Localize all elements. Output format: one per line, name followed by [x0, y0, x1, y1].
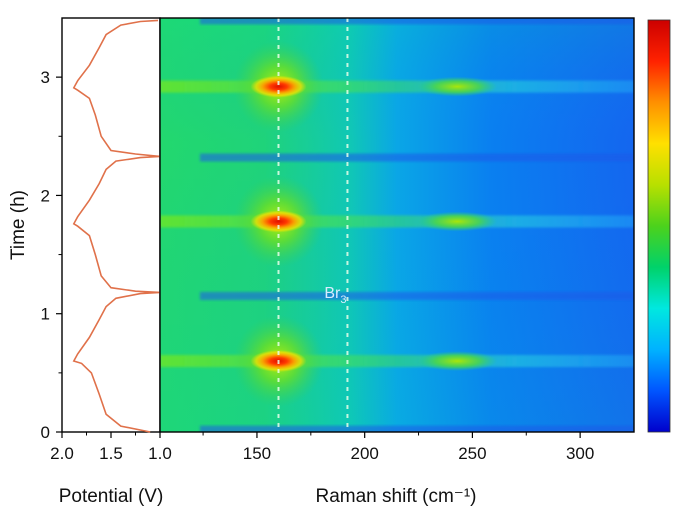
raman-x-tick-label: 300	[566, 444, 594, 463]
reference-lines	[277, 18, 349, 432]
raman-peak-core	[250, 210, 307, 233]
time-y-tick-label: 0	[41, 423, 50, 442]
raman-peak-weak	[417, 211, 498, 232]
raman-panel: 150 200 250 300 Br3 Raman shift (cm⁻¹)	[159, 17, 635, 507]
potential-panel: 2.0 1.5 1.0 0 1 2 3 Potential (V) Time (h)	[8, 17, 172, 507]
raman-peak-core	[250, 75, 307, 98]
time-axis-label: Time (h)	[8, 190, 29, 260]
heatmap-time-band	[160, 355, 634, 368]
colorbar-gradient	[647, 19, 671, 433]
potential-curve	[72, 19, 161, 433]
raman-x-ticks: 150 200 250 300	[202, 432, 594, 463]
raman-peak-weak	[417, 76, 498, 97]
potential-x-tick-label: 1.5	[99, 444, 123, 463]
raman-peak-weak	[417, 351, 498, 372]
raman-axis-label: Raman shift (cm⁻¹)	[316, 486, 477, 507]
raman-x-tick-label: 150	[243, 444, 271, 463]
colorbar	[647, 19, 671, 433]
heatmap-time-band	[160, 80, 634, 93]
raman-x-tick-label: 250	[458, 444, 486, 463]
time-y-ticks: 0 1 2 3	[41, 68, 62, 442]
potential-x-tick-label: 1.0	[148, 444, 172, 463]
potential-x-ticks: 2.0 1.5 1.0	[50, 432, 172, 463]
br3-annotation: Br3	[324, 285, 346, 306]
heatmap-bands	[160, 18, 634, 432]
potential-axis-label: Potential (V)	[59, 486, 164, 507]
time-y-tick-label: 2	[41, 186, 50, 205]
heatmap-dip-band	[200, 291, 634, 300]
heatmap-dip-band	[200, 153, 634, 162]
heatmap-dip-band	[200, 425, 634, 432]
heatmap-time-band	[160, 215, 634, 228]
time-y-tick-label: 3	[41, 68, 50, 87]
potential-x-tick-label: 2.0	[50, 444, 74, 463]
heatmap-frame	[159, 17, 635, 433]
heatmap-dip-band	[200, 18, 634, 25]
raman-x-tick-label: 200	[350, 444, 378, 463]
time-y-tick-label: 1	[41, 305, 50, 324]
